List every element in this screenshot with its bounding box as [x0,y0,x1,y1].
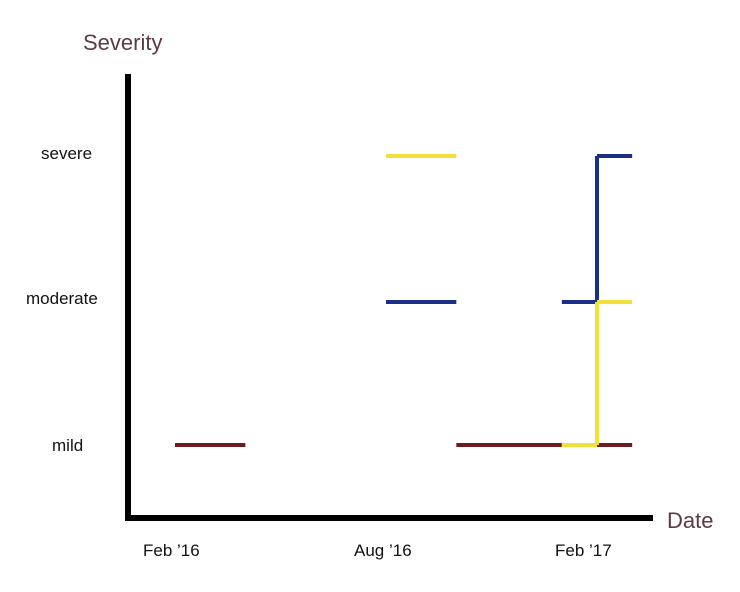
series-2 [386,154,633,304]
y-tick-label-moderate: moderate [26,289,98,308]
plot-marks [175,154,633,447]
x-tick-label-aug-16: Aug ’16 [354,541,412,560]
y-axis-title: Severity [83,30,162,55]
x-axis-title: Date [667,508,713,533]
series-3 [386,154,633,447]
x-tick-label-feb-16: Feb ’16 [143,541,200,560]
x-tick-label-feb-17: Feb ’17 [555,541,612,560]
y-tick-label-severe: severe [41,144,92,163]
y-tick-label-mild: mild [52,436,83,455]
